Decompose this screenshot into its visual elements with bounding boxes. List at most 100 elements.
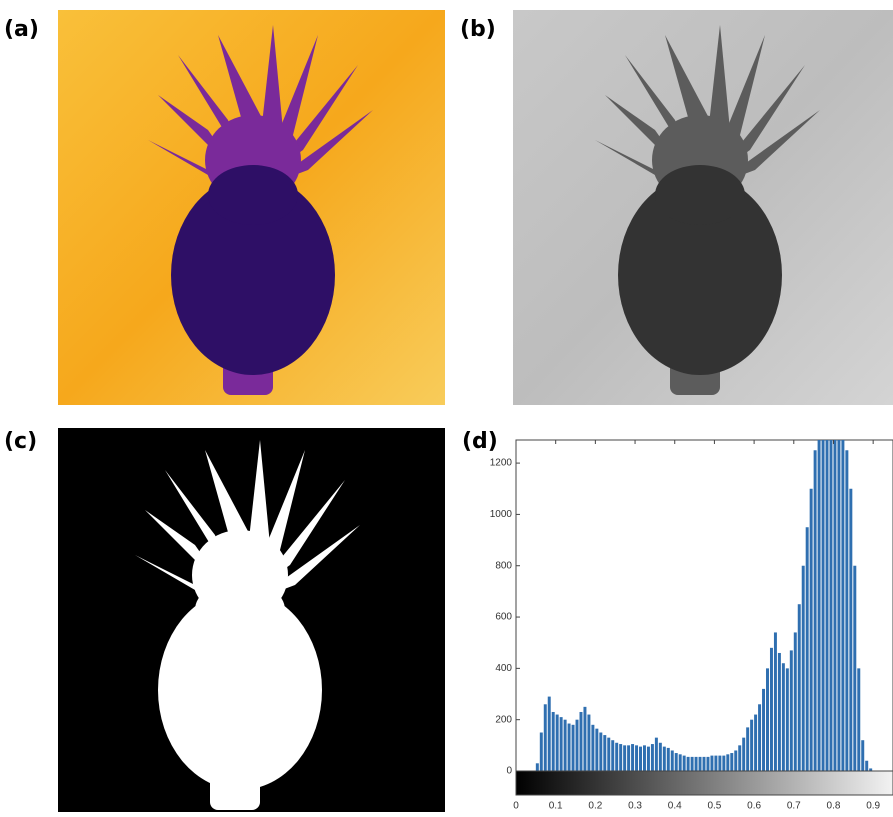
bar: [734, 750, 737, 771]
bar: [611, 740, 614, 771]
x-tick-label: 0.9: [866, 801, 880, 812]
x-tick-label: 0.1: [549, 801, 563, 812]
bar: [599, 733, 602, 771]
bar: [782, 663, 785, 771]
x-tick-label: 0.3: [628, 801, 642, 812]
bar: [806, 527, 809, 771]
figure: (a) (b) (c) (d) 0 200 400 600 800 1000 1200 0 0.…: [0, 0, 893, 817]
bar: [564, 720, 567, 771]
bar: [786, 668, 789, 771]
x-tick-label: 0: [513, 801, 519, 812]
bar: [603, 735, 606, 771]
bar: [726, 754, 729, 771]
bar: [710, 756, 713, 771]
bar: [615, 743, 618, 771]
bar: [750, 720, 753, 771]
colorbar: [516, 771, 893, 795]
bar: [833, 399, 836, 771]
panel-d: (d) 0 200 400 600 800 1000 1200 0 0.1 0.2 0.3 0.4 0.…: [462, 373, 893, 811]
bar: [714, 756, 717, 771]
y-tick-label: 0: [506, 766, 512, 777]
bar: [722, 756, 725, 771]
bar: [544, 704, 547, 771]
bar: [830, 386, 833, 771]
bar: [591, 725, 594, 771]
bar: [671, 750, 674, 771]
bar: [623, 745, 626, 771]
panel-label: (c): [4, 429, 37, 454]
bar: [754, 715, 757, 771]
bar: [742, 738, 745, 771]
bar: [837, 412, 840, 771]
panel-b: (b): [460, 10, 893, 405]
bar: [730, 753, 733, 771]
panel-label: (a): [4, 17, 39, 42]
y-tick-label: 1000: [490, 509, 513, 520]
y-tick-label: 600: [495, 612, 512, 623]
bar: [849, 489, 852, 771]
bar: [703, 757, 706, 771]
bar: [572, 725, 575, 771]
bar: [631, 744, 634, 771]
bar: [536, 763, 539, 771]
bar: [814, 450, 817, 771]
panel-label: (b): [460, 17, 496, 42]
panel-label: (d): [462, 429, 498, 454]
bar: [691, 757, 694, 771]
bar: [647, 747, 650, 771]
x-tick-label: 0.4: [668, 801, 682, 812]
bar: [706, 757, 709, 771]
x-tick-label: 0.5: [707, 801, 721, 812]
bar: [560, 717, 563, 771]
bar: [655, 738, 658, 771]
bar: [663, 747, 666, 771]
bar: [552, 712, 555, 771]
x-tick-label: 0.8: [827, 801, 841, 812]
bar: [861, 740, 864, 771]
bar: [790, 650, 793, 771]
bar: [758, 704, 761, 771]
bar: [607, 738, 610, 771]
bar: [651, 744, 654, 771]
bar: [540, 733, 543, 771]
bar: [818, 412, 821, 771]
y-tick-label: 400: [495, 663, 512, 674]
bar: [718, 756, 721, 771]
bar: [556, 715, 559, 771]
bar: [778, 653, 781, 771]
y-tick-label: 1200: [490, 458, 513, 469]
bar: [865, 761, 868, 771]
bar: [766, 668, 769, 771]
panel-c: (c): [4, 428, 445, 812]
y-tick-label: 800: [495, 560, 512, 571]
bar: [810, 489, 813, 771]
bar: [841, 437, 844, 771]
bar: [853, 566, 856, 771]
bar: [568, 724, 571, 771]
bar: [857, 668, 860, 771]
bar: [639, 747, 642, 771]
bar: [798, 604, 801, 771]
bar: [687, 757, 690, 771]
x-tick-label: 0.2: [588, 801, 602, 812]
bar: [802, 566, 805, 771]
bar: [675, 753, 678, 771]
bar: [587, 715, 590, 771]
bar: [826, 373, 829, 771]
bar: [659, 743, 662, 771]
bar: [579, 712, 582, 771]
bar: [619, 744, 622, 771]
bar: [548, 697, 551, 771]
y-tick-label: 200: [495, 714, 512, 725]
bar: [738, 745, 741, 771]
bar: [576, 720, 579, 771]
bar: [845, 450, 848, 771]
bar: [627, 745, 630, 771]
bar: [822, 386, 825, 771]
bar: [643, 745, 646, 771]
bar: [699, 757, 702, 771]
bar: [794, 632, 797, 771]
bar: [762, 689, 765, 771]
bar: [635, 745, 638, 771]
bar: [595, 729, 598, 771]
